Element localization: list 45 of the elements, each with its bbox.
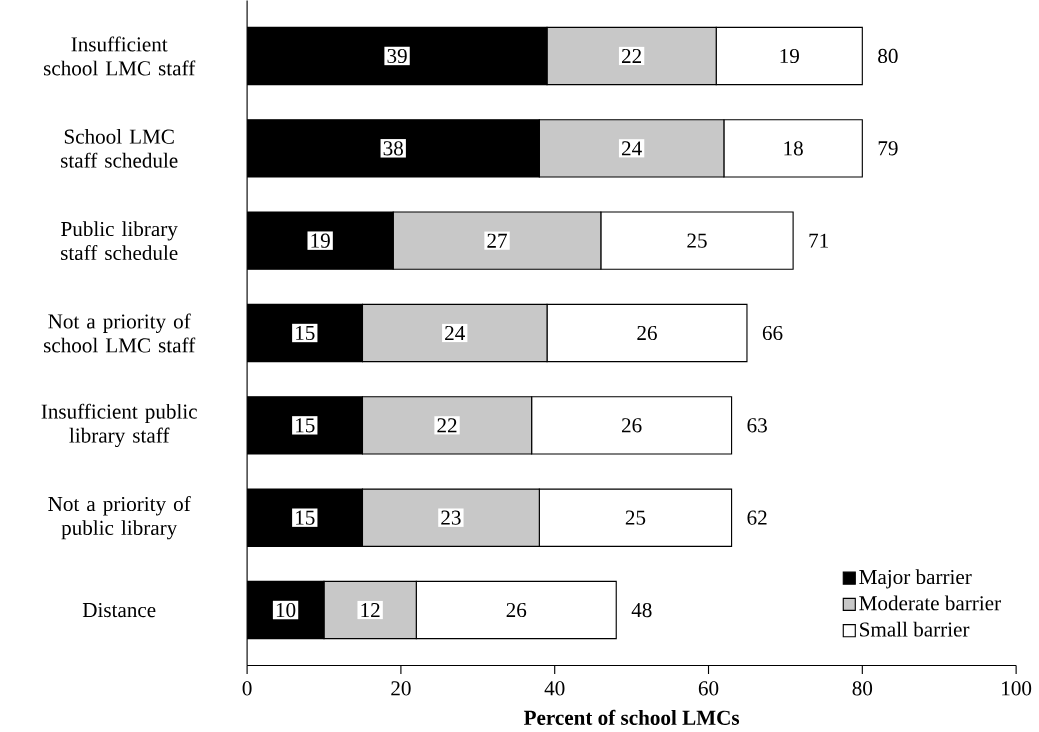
x-tick-label: 0: [242, 681, 252, 696]
legend-label: Major barrier: [859, 569, 972, 589]
y-tick-label: Not a priority of school LMC staff: [44, 313, 196, 353]
y-tick-label: Insufficient school LMC staff: [44, 36, 196, 76]
data-label: 15: [296, 325, 315, 341]
y-tick-label: Not a priority of public library: [48, 496, 191, 540]
y-tick-label: School LMC staff schedule: [61, 128, 178, 168]
data-label: 24: [621, 141, 642, 156]
data-label: 26: [621, 418, 642, 433]
x-tick-label: 40: [544, 681, 565, 696]
total-label: 66: [762, 325, 783, 341]
data-label: 38: [383, 141, 403, 156]
y-tick-label: Distance: [82, 602, 156, 618]
data-label: 23: [441, 510, 461, 525]
data-label: 18: [784, 141, 803, 156]
total-label: 62: [747, 510, 767, 525]
y-tick-label: Insufficient public library staff: [41, 403, 197, 448]
legend-label: Moderate barrier: [859, 595, 1001, 611]
data-label: 22: [621, 49, 641, 63]
data-label: 15: [296, 510, 315, 525]
total-label: 48: [631, 602, 652, 618]
data-label: 25: [687, 233, 707, 248]
data-label: 22: [437, 418, 457, 433]
data-label: 27: [487, 233, 507, 248]
total-label: 79: [878, 141, 898, 156]
total-label: 80: [878, 48, 898, 64]
data-label: 19: [311, 233, 330, 248]
data-label: 15: [296, 418, 315, 433]
data-label: 26: [637, 325, 657, 341]
total-label: 63: [747, 418, 767, 433]
x-tick-label: 60: [698, 681, 719, 696]
data-label: 24: [445, 326, 465, 341]
data-label: 10: [276, 602, 296, 618]
x-tick-label: 100: [1002, 681, 1032, 696]
y-tick-label: Public library staff schedule: [61, 221, 178, 261]
total-label: 71: [809, 233, 828, 248]
legend-label: Small barrier: [860, 621, 970, 637]
data-label: 26: [506, 602, 527, 618]
data-label: 12: [361, 603, 380, 618]
x-tick-label: 80: [852, 681, 873, 696]
data-label: 19: [780, 48, 799, 64]
data-label: 25: [625, 510, 646, 525]
data-label: 39: [387, 48, 407, 64]
x-tick-label: 20: [391, 681, 411, 696]
x-axis-title: Percent of school LMCs: [523, 709, 740, 725]
